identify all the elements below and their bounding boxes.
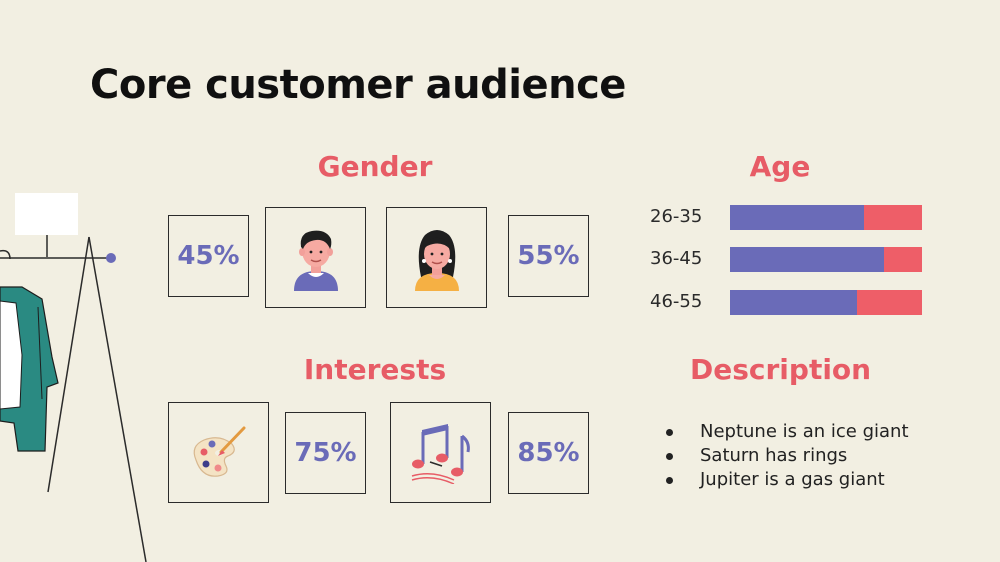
art-percent-box: 75% xyxy=(285,412,366,494)
age-bar xyxy=(730,247,922,272)
art-percent: 75% xyxy=(294,438,357,468)
slide-title: Core customer audience xyxy=(90,62,626,108)
paint-palette-icon xyxy=(193,426,245,477)
male-percent-box: 45% xyxy=(168,215,249,297)
list-item: Jupiter is a gas giant xyxy=(662,468,909,492)
female-percent: 55% xyxy=(517,241,580,271)
age-bar xyxy=(730,205,922,230)
age-bar xyxy=(730,290,922,315)
male-avatar-icon xyxy=(293,230,338,291)
art-icon-box xyxy=(168,402,269,503)
male-percent: 45% xyxy=(177,241,240,271)
description-list: Neptune is an ice giant Saturn has rings… xyxy=(662,420,909,492)
female-percent-box: 55% xyxy=(508,215,589,297)
clothes-rack-illustration xyxy=(0,193,147,562)
male-avatar-box xyxy=(265,207,366,308)
music-notes-icon xyxy=(411,423,470,484)
age-bar-fill xyxy=(730,247,884,272)
age-heading: Age xyxy=(749,150,811,183)
age-label: 26-35 xyxy=(650,206,703,227)
female-avatar-box xyxy=(386,207,487,308)
age-label: 36-45 xyxy=(650,248,703,269)
description-heading: Description xyxy=(690,353,872,386)
music-percent-box: 85% xyxy=(508,412,589,494)
age-bar-fill xyxy=(730,205,864,230)
age-bar-fill xyxy=(730,290,857,315)
female-avatar-icon xyxy=(414,229,459,291)
music-percent: 85% xyxy=(517,438,580,468)
list-item: Saturn has rings xyxy=(662,444,909,468)
music-icon-box xyxy=(390,402,491,503)
interests-heading: Interests xyxy=(303,353,447,386)
age-label: 46-55 xyxy=(650,291,703,312)
list-item: Neptune is an ice giant xyxy=(662,420,909,444)
gender-heading: Gender xyxy=(317,150,433,183)
